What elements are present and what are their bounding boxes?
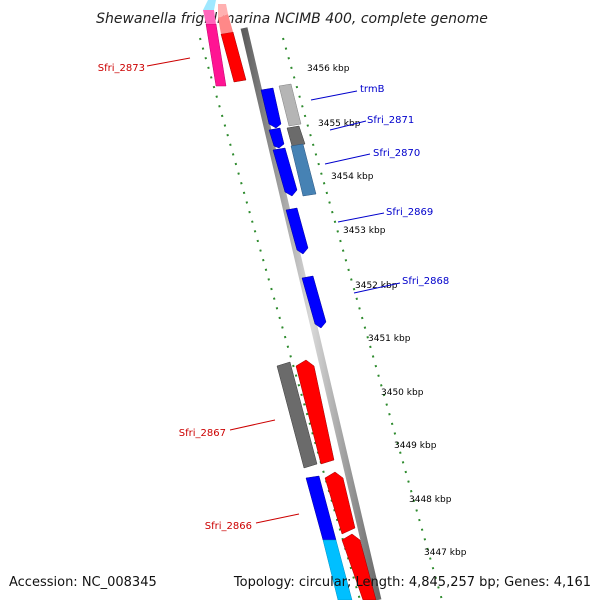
tick-label: 3450 kbp xyxy=(381,388,424,398)
feature-small-blue[interactable] xyxy=(268,127,285,149)
feature-sfri-2869[interactable] xyxy=(285,207,309,255)
feature-sfri-2866-red-a[interactable] xyxy=(324,471,356,535)
feature-sfri-2871[interactable] xyxy=(286,125,306,147)
label-sfri-2871[interactable]: Sfri_2871 xyxy=(367,115,414,126)
label-sfri-2866[interactable]: Sfri_2866 xyxy=(205,521,252,532)
feature-sfri-2870[interactable] xyxy=(290,143,317,197)
map-title: Shewanella frigidimarina NCIMB 400, comp… xyxy=(96,11,488,27)
feature-large-blue[interactable] xyxy=(272,147,298,197)
label-sfri-2867[interactable]: Sfri_2867 xyxy=(179,428,226,439)
kbp-ticks: 3456 kbp 3455 kbp 3454 kbp 3453 kbp 3452… xyxy=(307,64,467,558)
tick-label: 3456 kbp xyxy=(307,64,350,74)
tick-label: 3454 kbp xyxy=(331,172,374,182)
label-sfri-2870[interactable]: Sfri_2870 xyxy=(373,148,420,159)
label-sfri-2868[interactable]: Sfri_2868 xyxy=(402,276,449,287)
tick-label: 3452 kbp xyxy=(355,281,398,291)
feature-sfri-2866-red-b[interactable] xyxy=(341,533,377,600)
tick-label: 3451 kbp xyxy=(368,334,411,344)
tick-label: 3449 kbp xyxy=(394,441,437,451)
tick-label: 3448 kbp xyxy=(409,495,452,505)
label-sfri-2869[interactable]: Sfri_2869 xyxy=(386,207,433,218)
feature-sfri-2867-gray[interactable] xyxy=(276,361,318,469)
footer-accession: Accession: NC_008345 xyxy=(9,575,157,590)
features-forward-strand xyxy=(218,4,377,600)
feature-sfri-2868[interactable] xyxy=(301,275,327,329)
feature-sfri-2867-red[interactable] xyxy=(295,359,335,465)
feature-trmB[interactable] xyxy=(278,83,302,127)
feature-pink-light[interactable] xyxy=(203,10,216,24)
feature-sfri-2866-cyan[interactable] xyxy=(322,539,353,600)
genome-backbone xyxy=(240,27,382,600)
feature-red-top-pink[interactable] xyxy=(218,14,233,34)
footer-info: Topology: circular; Length: 4,845,257 bp… xyxy=(233,575,591,590)
label-trmB[interactable]: trmB xyxy=(360,84,385,95)
features-reverse-strand xyxy=(203,0,353,600)
tick-label: 3453 kbp xyxy=(343,226,386,236)
tick-label: 3455 kbp xyxy=(318,119,361,129)
feature-cyan-top[interactable] xyxy=(203,0,216,10)
feature-labels: Sfri_2873 trmB Sfri_2871 Sfri_2870 Sfri_… xyxy=(98,57,449,532)
label-sfri-2873[interactable]: Sfri_2873 xyxy=(98,63,145,74)
feature-red-top-cap[interactable] xyxy=(218,4,228,18)
feature-sfri-2872[interactable] xyxy=(260,87,282,129)
feature-red-top[interactable] xyxy=(220,31,247,83)
tick-label: 3447 kbp xyxy=(424,548,467,558)
